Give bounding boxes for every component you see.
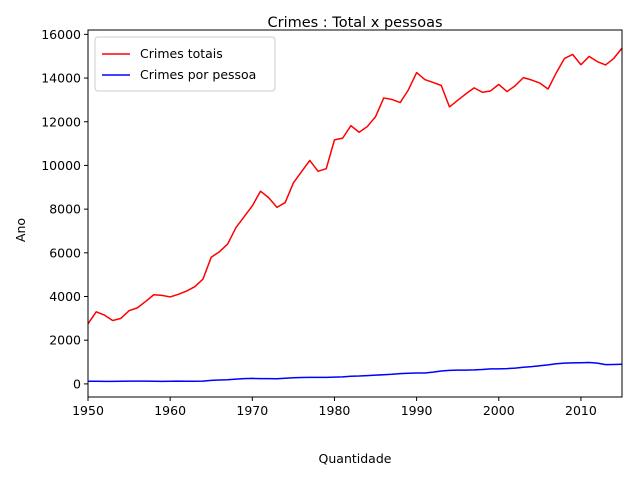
x-tick-label: 1970	[236, 403, 268, 418]
x-tick-label: 1980	[319, 403, 351, 418]
legend-label-crimes-por-pessoa: Crimes por pessoa	[140, 67, 256, 82]
tick-layer: 1950 1960 1970 1980 1990 2000 2010 0 2000 4000 600…	[41, 27, 597, 418]
x-axis-label: Quantidade	[319, 451, 392, 466]
chart-title: Crimes : Total x pessoas	[267, 15, 442, 31]
y-tick-label: 14000	[41, 71, 81, 86]
series-layer	[87, 47, 623, 383]
y-tick-label: 10000	[41, 158, 81, 173]
y-tick-label: 16000	[41, 27, 81, 42]
legend: Crimes totais Crimes por pessoa	[94, 36, 276, 92]
legend-label-crimes-totais: Crimes totais	[140, 46, 223, 61]
series-line-crimes-totais	[87, 47, 623, 325]
x-tick-label: 1990	[401, 403, 433, 418]
y-tick-label: 12000	[41, 114, 81, 129]
y-tick-label: 2000	[49, 333, 81, 348]
series-line-crimes-por-pessoa	[88, 361, 623, 383]
y-tick-label: 0	[73, 376, 81, 391]
y-axis-label: Ano	[13, 218, 28, 242]
x-tick-label: 2000	[483, 403, 515, 418]
legend-box	[94, 36, 276, 92]
y-tick-label: 6000	[49, 245, 81, 260]
y-tick-label: 4000	[49, 289, 81, 304]
y-tick-label: 8000	[49, 202, 81, 217]
x-tick-label: 2010	[565, 403, 597, 418]
x-tick-label: 1960	[154, 403, 186, 418]
plot-area-frame	[87, 29, 623, 398]
x-tick-label: 1950	[72, 403, 104, 418]
